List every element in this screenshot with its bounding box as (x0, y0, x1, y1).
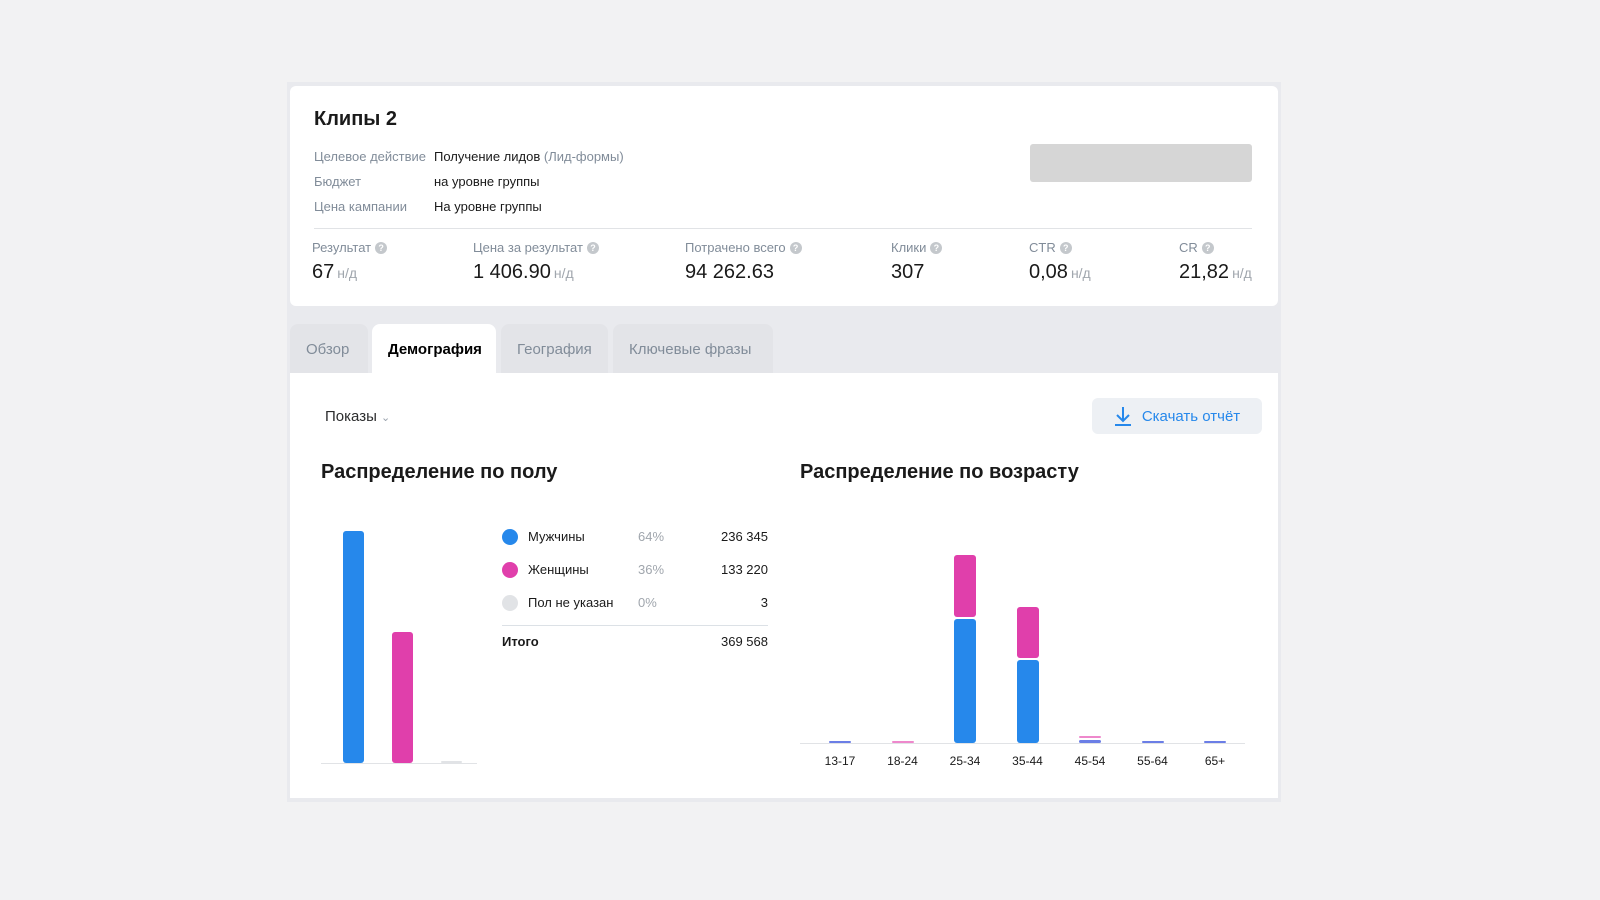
age-tick-label: 35-44 (1012, 754, 1043, 768)
metric: Потрачено всего? 94 262.63 (685, 240, 802, 284)
info-label: Целевое действие (314, 149, 426, 164)
metric: Цена за результат? 1 406.90 н/д (473, 240, 599, 284)
gender-bar[interactable] (392, 632, 413, 763)
metric: Клики? 307 (891, 240, 943, 284)
age-bar-female[interactable] (891, 741, 914, 743)
legend-dot (502, 594, 518, 611)
age-tick-label: 25-34 (949, 754, 981, 768)
download-icon (1114, 407, 1131, 426)
info-label: Цена кампании (314, 199, 407, 214)
metric: CTR? 0,08 н/д (1029, 240, 1091, 283)
demography-panel: Показы ⌄ Скачать отчёт Распределение по … (290, 373, 1278, 798)
legend-dot (502, 561, 518, 578)
metric-select[interactable]: Показы ⌄ (325, 408, 391, 425)
legend-dot (502, 528, 518, 545)
age-tick-label: 65+ (1204, 754, 1226, 768)
info-value: На уровне группы (434, 199, 542, 214)
gender-bar[interactable] (441, 761, 462, 763)
metric: Результат? 67 н/д (312, 240, 388, 284)
gender-legend: Мужчины 64% 236 345 Женщины 36% 133 220 Пол не… (502, 520, 768, 649)
chevron-down-icon: ⌄ (381, 412, 391, 424)
age-bar-female[interactable] (1016, 606, 1039, 658)
legend-row: Женщины 36% 133 220 (502, 553, 768, 586)
age-tick-label: 55-64 (1137, 754, 1168, 768)
tab[interactable]: Демография (372, 324, 496, 374)
tab[interactable]: Обзор (290, 324, 368, 374)
age-bar-male[interactable] (1016, 659, 1039, 743)
help-icon[interactable]: ? (930, 241, 943, 254)
age-chart-title: Распределение по возрасту (800, 461, 1079, 483)
gender-baseline (321, 763, 477, 764)
age-bar-male[interactable] (1141, 741, 1164, 743)
help-icon[interactable]: ? (375, 241, 388, 254)
age-tick-label: 13-17 (824, 754, 856, 768)
help-icon[interactable]: ? (586, 241, 599, 254)
legend-row: Мужчины 64% 236 345 (502, 520, 768, 553)
age-tick-label: 45-54 (1074, 754, 1106, 768)
divider (314, 228, 1252, 229)
help-icon[interactable]: ? (1059, 241, 1072, 254)
legend-row: Пол не указан 0% 3 (502, 586, 768, 619)
info-value: Получение лидов (Лид-формы) (434, 149, 624, 164)
tab[interactable]: Ключевые фразы (613, 324, 773, 374)
info-value: на уровне группы (434, 174, 540, 189)
age-bar-male[interactable] (1079, 740, 1101, 743)
help-icon[interactable]: ? (1201, 241, 1214, 254)
age-bar-female[interactable] (954, 555, 976, 618)
gender-bar[interactable] (343, 531, 364, 763)
age-bar-male[interactable] (829, 741, 851, 743)
tab[interactable]: География (501, 324, 608, 374)
age-tick-label: 18-24 (887, 754, 918, 768)
age-baseline (800, 743, 1245, 744)
download-report-button[interactable]: Скачать отчёт (1092, 398, 1262, 434)
campaign-info: Целевое действие Получение лидов (Лид-фор… (314, 144, 624, 219)
age-bar-female[interactable] (1079, 736, 1101, 739)
age-bar-male[interactable] (1204, 741, 1226, 743)
legend-total: Итого 369 568 (502, 625, 768, 649)
help-icon[interactable]: ? (789, 241, 802, 254)
campaign-title: Клипы 2 (314, 108, 398, 130)
gender-chart-title: Распределение по полу (321, 461, 558, 483)
redacted-block (1030, 144, 1252, 182)
info-label: Бюджет (314, 174, 362, 189)
campaign-card: Клипы 2 Целевое действие Получение лидов … (290, 86, 1278, 306)
age-bar-male[interactable] (954, 619, 976, 743)
metric: CR? 21,82 н/д (1179, 240, 1252, 283)
